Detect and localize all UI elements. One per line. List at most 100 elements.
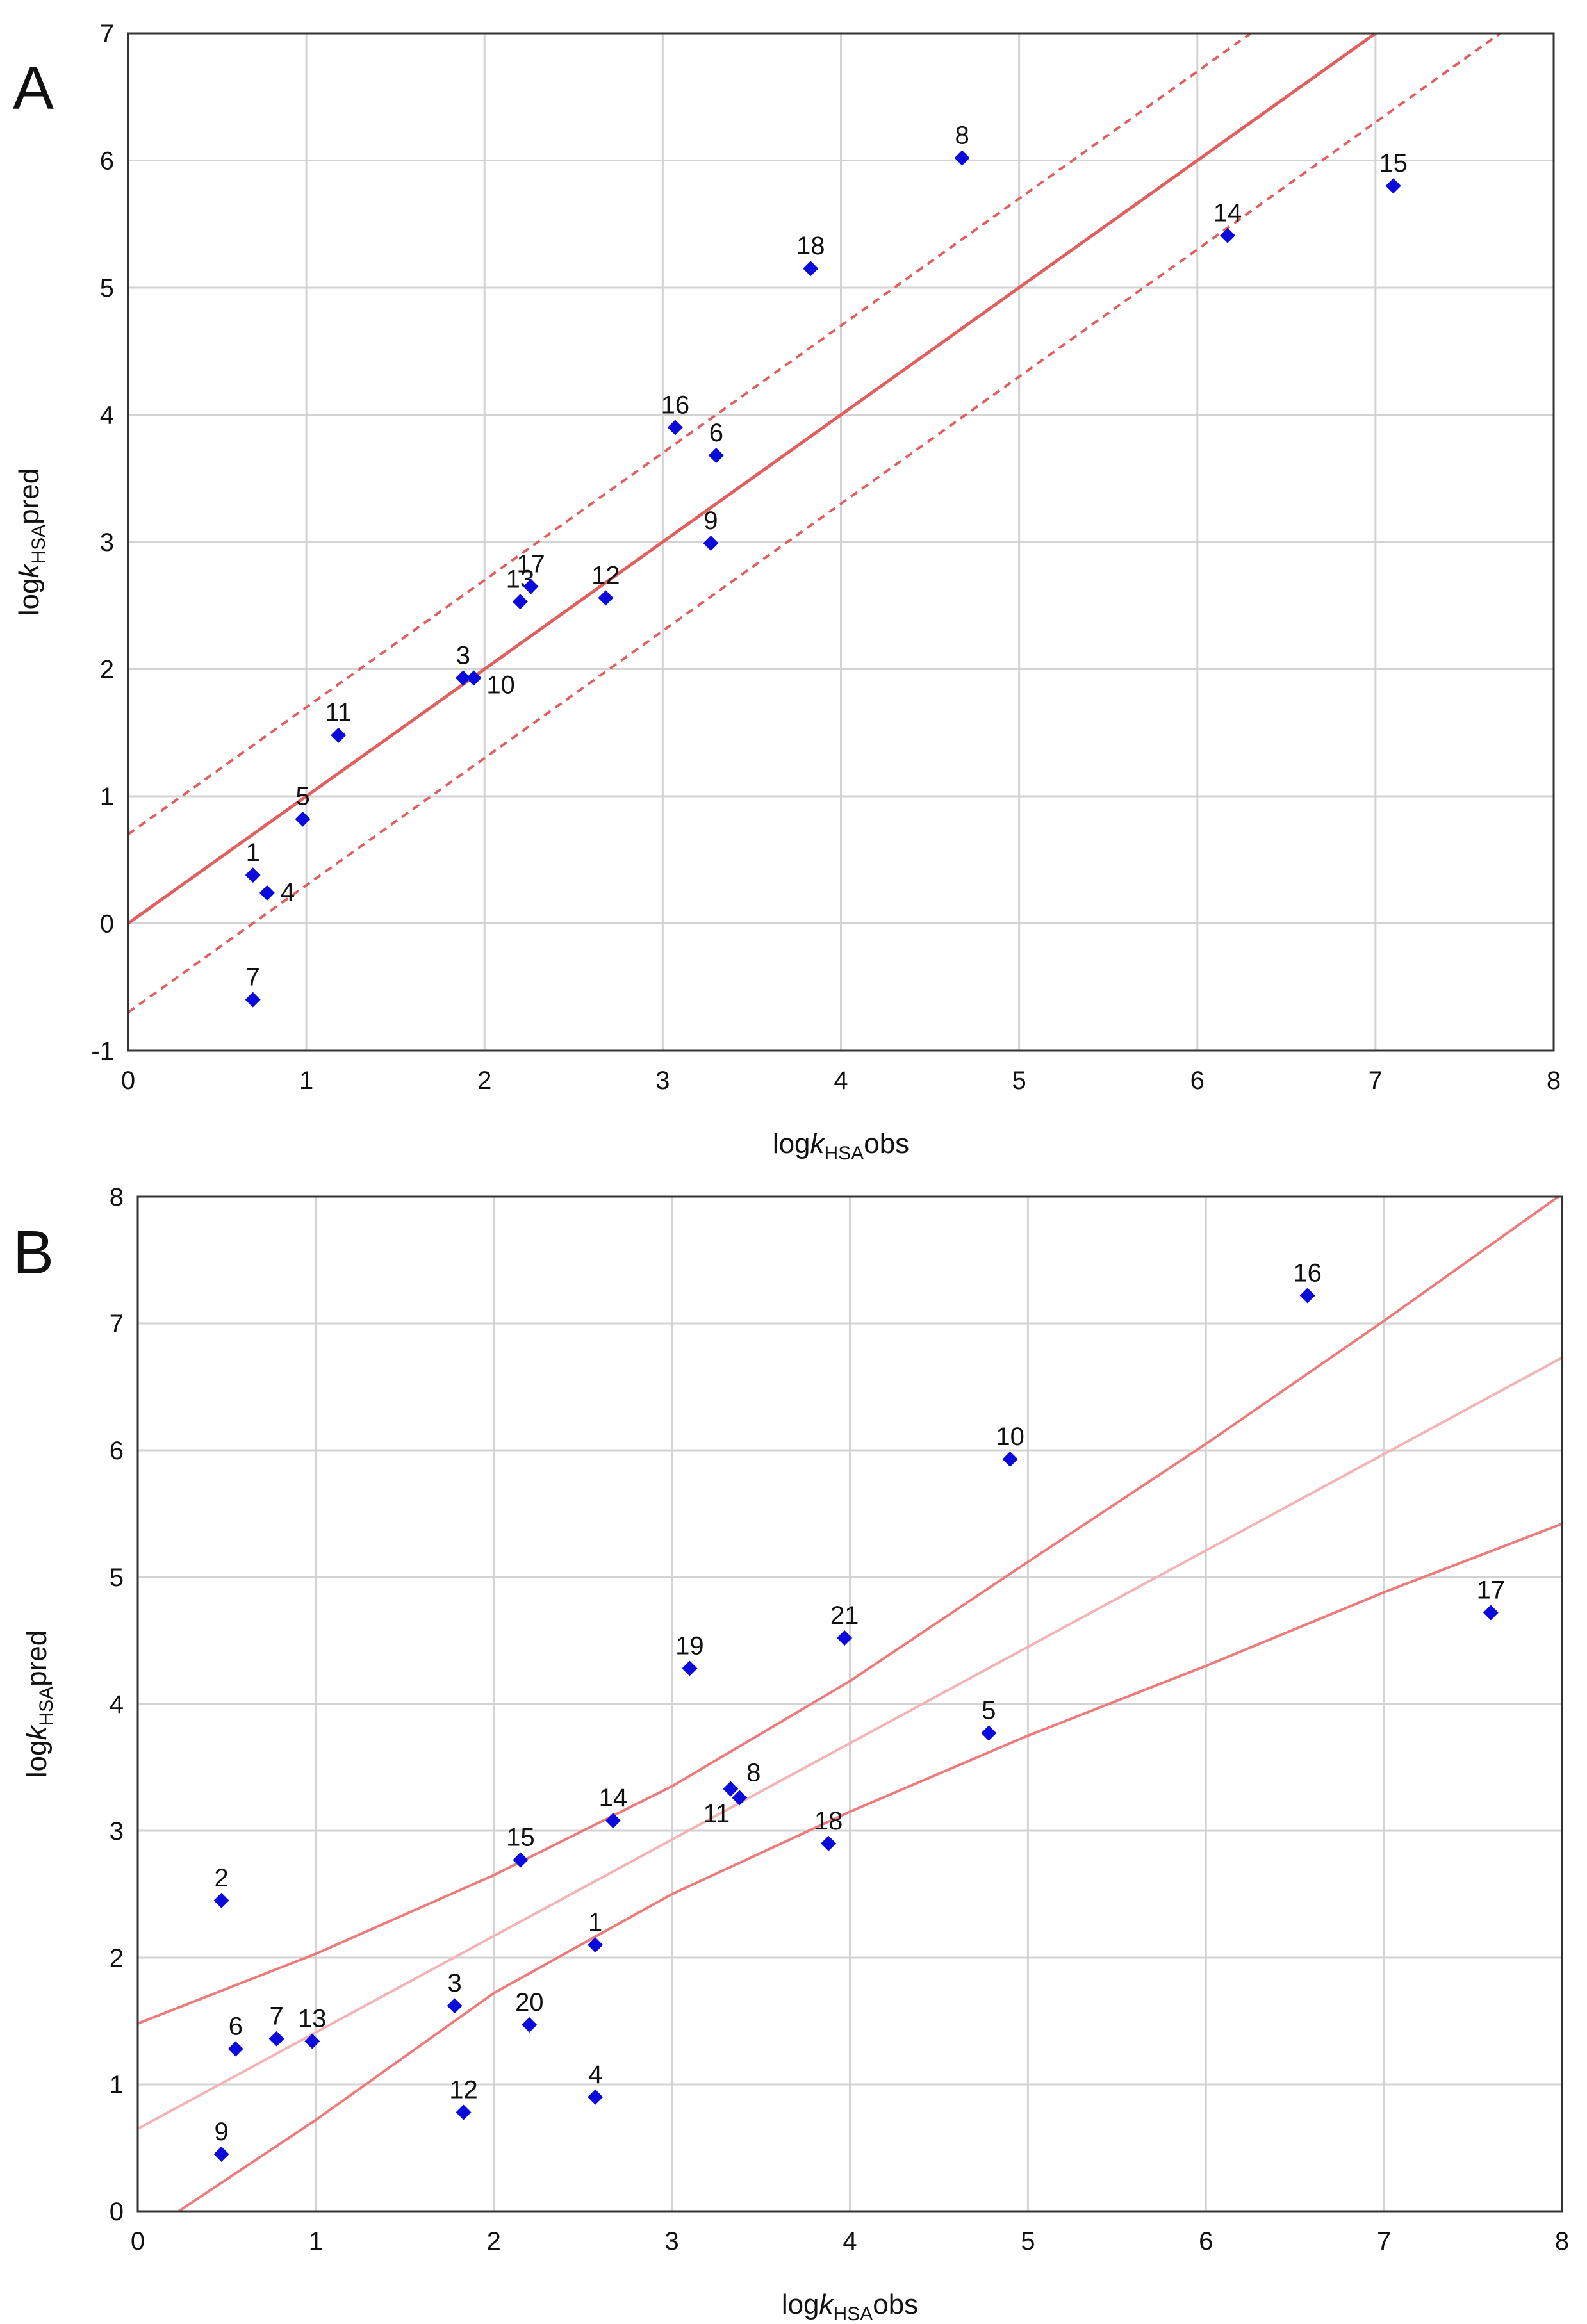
x-tick-label: 3 bbox=[655, 1067, 670, 1095]
regression-lines bbox=[128, 33, 1503, 1014]
x-tick-label: 0 bbox=[131, 2227, 145, 2255]
y-tick-label: 4 bbox=[110, 1690, 124, 1719]
data-point-6 bbox=[227, 2041, 243, 2057]
x-tick-label: 8 bbox=[1547, 1067, 1561, 1095]
x-tick-label: 0 bbox=[121, 1067, 135, 1095]
data-point-15 bbox=[513, 1852, 529, 1868]
axis-title-suffix: obs bbox=[873, 2289, 918, 2320]
data-point-2 bbox=[213, 1892, 229, 1908]
data-label-7: 7 bbox=[246, 963, 260, 992]
axis-title-italic: k bbox=[810, 1128, 826, 1159]
x-tick-label: 6 bbox=[1199, 2227, 1213, 2255]
data-label-7: 7 bbox=[270, 2002, 284, 2031]
regression-lines bbox=[138, 1197, 1562, 2211]
x-tick-label: 5 bbox=[1012, 1067, 1026, 1095]
axis-title-suffix: pred bbox=[21, 1630, 53, 1687]
data-point-4 bbox=[588, 2089, 604, 2105]
panel-label-A: A bbox=[13, 54, 54, 122]
data-label-19: 19 bbox=[675, 1632, 704, 1660]
data-point-5 bbox=[981, 1725, 997, 1741]
x-tick-label: 7 bbox=[1377, 2227, 1391, 2255]
data-label-10: 10 bbox=[996, 1423, 1024, 1451]
data-label-6: 6 bbox=[709, 419, 723, 447]
x-axis-title: logkHSAobs bbox=[773, 1128, 909, 1164]
y-tick-label: 2 bbox=[110, 1944, 124, 1972]
panel-label-B: B bbox=[13, 1218, 54, 1287]
data-point-13 bbox=[512, 594, 528, 610]
data-point-3 bbox=[455, 670, 471, 686]
data-point-10 bbox=[466, 670, 482, 686]
data-label-15: 15 bbox=[1379, 149, 1408, 177]
data-label-20: 20 bbox=[515, 1988, 544, 2017]
data-point-9 bbox=[703, 535, 719, 551]
data-label-4: 4 bbox=[281, 878, 295, 906]
data-point-14 bbox=[1220, 227, 1236, 243]
axis-title-sub: HSA bbox=[834, 2304, 873, 2324]
data-point-8 bbox=[954, 150, 970, 166]
y-tick-label: 1 bbox=[110, 2071, 124, 2099]
data-label-9: 9 bbox=[214, 2118, 228, 2146]
data-label-13: 13 bbox=[298, 2005, 327, 2033]
data-point-11 bbox=[723, 1781, 739, 1797]
data-point-3 bbox=[447, 1998, 463, 2014]
data-label-12: 12 bbox=[449, 2076, 478, 2104]
data-label-4: 4 bbox=[588, 2061, 602, 2089]
y-tick-label: 0 bbox=[100, 910, 114, 938]
data-point-7 bbox=[268, 2031, 284, 2047]
data-point-20 bbox=[522, 2017, 538, 2033]
data-label-18: 18 bbox=[796, 232, 825, 260]
data-point-5 bbox=[295, 811, 311, 827]
y-tick-label: 3 bbox=[110, 1817, 124, 1845]
y-tick-label: 8 bbox=[110, 1183, 124, 1211]
data-label-8: 8 bbox=[746, 1759, 761, 1787]
data-point-14 bbox=[605, 1813, 621, 1829]
y-tick-label: 5 bbox=[110, 1564, 124, 1592]
data-point-19 bbox=[682, 1660, 698, 1676]
x-tick-label: 1 bbox=[299, 1067, 313, 1095]
axis-title-sub: HSA bbox=[28, 525, 49, 564]
data-label-17: 17 bbox=[516, 550, 545, 578]
data-label-10: 10 bbox=[486, 671, 515, 699]
y-tick-label: 0 bbox=[110, 2198, 124, 2226]
data-label-6: 6 bbox=[229, 2013, 243, 2041]
data-point-16 bbox=[667, 420, 683, 436]
x-tick-label: 2 bbox=[477, 1067, 491, 1095]
data-point-7 bbox=[245, 992, 261, 1008]
data-label-1: 1 bbox=[588, 1908, 602, 1936]
x-tick-label: 6 bbox=[1190, 1067, 1205, 1095]
axis-title-italic: k bbox=[13, 563, 45, 578]
data-point-17 bbox=[1483, 1605, 1499, 1621]
data-label-8: 8 bbox=[955, 122, 969, 150]
data-label-11: 11 bbox=[703, 1800, 730, 1828]
grid bbox=[136, 1195, 1563, 2213]
data-label-14: 14 bbox=[599, 1784, 628, 1812]
axis-title-italic: k bbox=[21, 1725, 53, 1740]
axis-title-prefix: log bbox=[773, 1128, 810, 1159]
axis-title-prefix: log bbox=[21, 1740, 53, 1778]
prediction-band-upper bbox=[138, 1197, 1561, 2025]
y-tick-label: 1 bbox=[100, 783, 114, 811]
x-axis-title: logkHSAobs bbox=[782, 2289, 918, 2324]
data-point-1 bbox=[588, 1937, 604, 1953]
x-tick-label: 8 bbox=[1555, 2227, 1569, 2255]
prediction-band-lower bbox=[128, 33, 1503, 1014]
data-point-11 bbox=[331, 727, 347, 743]
y-tick-label: 7 bbox=[110, 1310, 124, 1338]
data-label-9: 9 bbox=[703, 507, 718, 535]
data-point-21 bbox=[837, 1630, 853, 1646]
data-label-3: 3 bbox=[456, 641, 470, 669]
plot-frame bbox=[136, 1195, 1563, 2213]
data-point-17 bbox=[523, 578, 539, 594]
data-point-4 bbox=[259, 885, 275, 901]
fit-line bbox=[138, 1356, 1562, 2131]
axis-title-suffix: obs bbox=[864, 1128, 909, 1159]
y-tick-label: 4 bbox=[100, 402, 114, 430]
data-label-11: 11 bbox=[325, 699, 352, 727]
data-label-15: 15 bbox=[506, 1824, 535, 1852]
data-point-12 bbox=[456, 2104, 472, 2120]
y-axis-title: logkHSApred bbox=[21, 1630, 57, 1778]
